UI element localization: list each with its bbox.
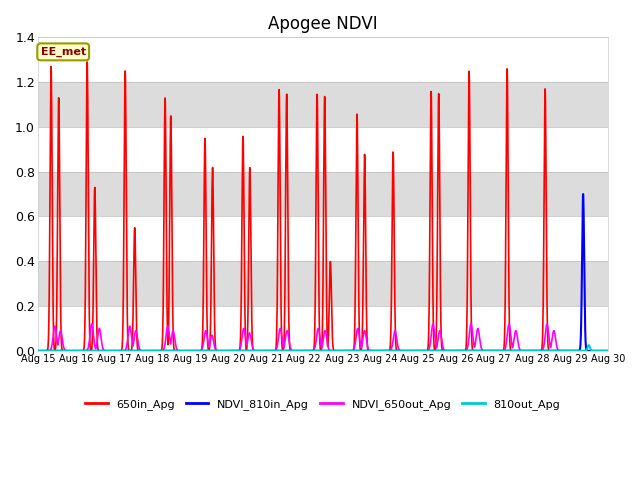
Bar (38, 172, 608, 216)
Bar (38, 82, 608, 127)
Bar (38, 37, 608, 82)
Text: EE_met: EE_met (40, 47, 86, 57)
Bar (38, 127, 608, 172)
Title: Apogee NDVI: Apogee NDVI (268, 15, 378, 33)
Legend: 650in_Apg, NDVI_810in_Apg, NDVI_650out_Apg, 810out_Apg: 650in_Apg, NDVI_810in_Apg, NDVI_650out_A… (81, 395, 564, 414)
Bar (38, 261, 608, 306)
Bar (38, 216, 608, 261)
Bar (38, 306, 608, 351)
